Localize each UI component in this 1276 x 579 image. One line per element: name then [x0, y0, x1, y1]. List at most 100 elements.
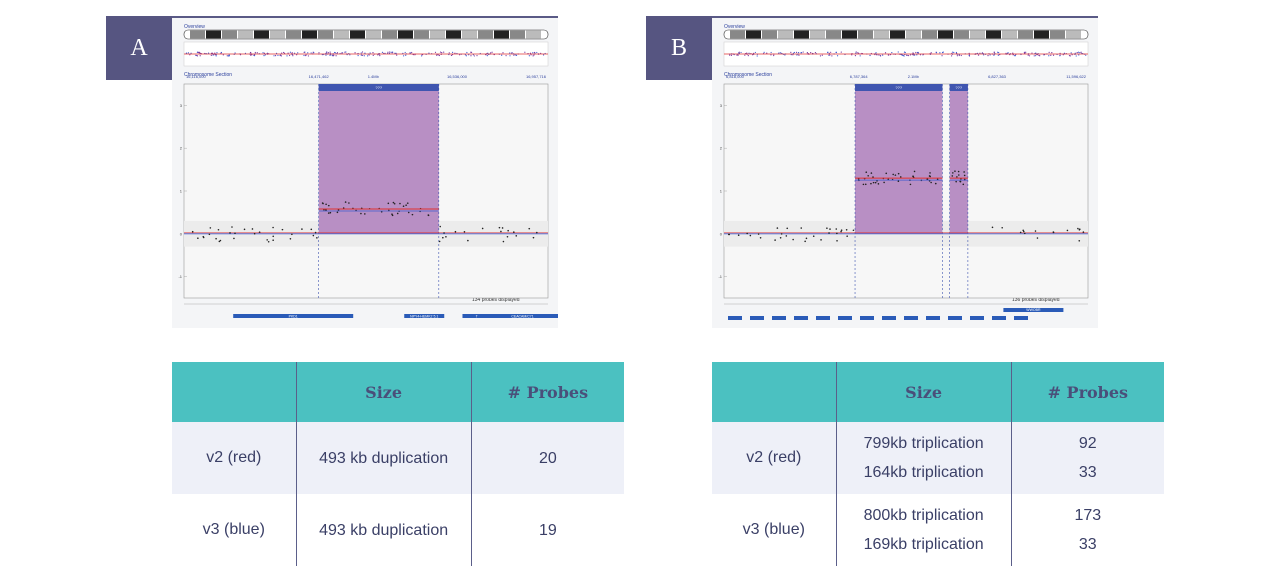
probe-point: [1052, 231, 1055, 234]
probe-point: [862, 183, 865, 186]
probe-point: [909, 183, 912, 186]
gene-bar: [477, 314, 558, 318]
overview-point: [915, 51, 917, 54]
overview-point: [814, 52, 817, 54]
overview-point: [736, 54, 738, 56]
chromosome-band: [826, 30, 841, 39]
probe-point: [867, 175, 869, 177]
gene-bar: [233, 314, 354, 318]
chromosome-band: [810, 30, 825, 39]
overview-point: [796, 54, 798, 56]
overview-point: [239, 54, 242, 56]
chromosome-band: [922, 30, 937, 39]
probe-point: [312, 234, 315, 237]
results-table-b: Size # Probes v2 (red) 799kb triplicatio…: [712, 362, 1164, 566]
overview-point: [827, 51, 829, 53]
probe-point: [380, 211, 383, 213]
overview-point: [746, 52, 748, 54]
overview-point: [795, 51, 798, 53]
overview-point: [903, 55, 905, 57]
probe-point: [342, 207, 345, 209]
probes-cell: 173 33: [1010, 494, 1164, 566]
region-header-label: ???: [955, 85, 962, 90]
row-label: v2 (red): [712, 422, 837, 494]
chromosome-band: [1018, 30, 1033, 39]
y-tick-label: 3: [180, 103, 183, 108]
probe-point: [231, 226, 233, 228]
overview-point: [196, 51, 199, 53]
probe-point: [502, 240, 505, 243]
overview-point: [402, 55, 405, 57]
overview-point: [501, 54, 503, 56]
probe-point: [396, 212, 399, 215]
overview-point: [1070, 52, 1072, 54]
probe-point: [897, 172, 900, 175]
panel-a-screenshot: Overview Chromosome Section 134 probes d…: [172, 16, 558, 328]
overview-point: [428, 52, 430, 54]
table-row: v2 (red) 493 kb duplication 20: [172, 422, 624, 494]
overview-point: [792, 54, 794, 56]
overview-point: [251, 54, 253, 56]
overview-point: [367, 55, 369, 57]
probe-point: [727, 233, 730, 236]
probe-point: [438, 240, 441, 243]
overview-point: [792, 52, 795, 54]
probes-value: 20: [538, 449, 557, 467]
overview-point: [1080, 51, 1082, 53]
probes-value: 92: [1078, 435, 1097, 452]
overview-point: [1027, 54, 1029, 56]
overview-point: [443, 51, 445, 53]
probe-point: [528, 227, 531, 230]
overview-point: [835, 51, 837, 54]
gene-bar: [838, 316, 852, 320]
gene-bar: [992, 316, 1006, 320]
overview-point: [307, 55, 310, 57]
overview-point: [448, 52, 450, 54]
overview-point: [1035, 55, 1037, 57]
overview-point: [1074, 52, 1076, 54]
probe-point: [828, 232, 830, 234]
position-label: 16,471,462: [309, 74, 330, 79]
chromosome-band: [906, 30, 921, 39]
overview-point: [840, 51, 842, 53]
probes-cell: 92 33: [1010, 422, 1164, 494]
probe-point: [301, 228, 303, 230]
overview-point: [941, 55, 943, 57]
panel-a: A Overview Chromosome Section 134 probes…: [106, 16, 558, 328]
chromosome-band: [510, 30, 525, 39]
probe-point: [515, 235, 518, 237]
probe-point: [445, 235, 447, 238]
probe-point: [956, 176, 958, 178]
probes-value: 19: [538, 521, 557, 539]
overview-point: [502, 52, 504, 54]
overview-point: [997, 51, 999, 53]
overview-point: [737, 54, 739, 56]
chromosome-band: [494, 30, 509, 39]
overview-point: [530, 54, 532, 56]
gene-bar: [904, 316, 918, 320]
gene-bar: [1003, 308, 1064, 312]
gene-bar: [860, 316, 874, 320]
probe-point: [840, 229, 843, 231]
chromosome-band: [398, 30, 413, 39]
size-cell: 493 kb duplication: [295, 494, 472, 566]
probe-point: [835, 228, 838, 230]
chromosome-band: [382, 30, 397, 39]
overview-point: [987, 55, 989, 57]
probes-note: 136 probes displayed: [1012, 297, 1060, 303]
overview-point: [1028, 55, 1031, 57]
overview-point: [951, 55, 953, 57]
overview-point: [333, 54, 335, 56]
chromosome-band: [1002, 30, 1017, 39]
overview-point: [509, 52, 511, 54]
probe-point: [316, 237, 318, 239]
probes-cell: 20: [470, 422, 624, 494]
overview-point: [1007, 52, 1009, 54]
overview-point: [754, 51, 756, 54]
table-header: [712, 362, 837, 422]
overview-point: [379, 55, 381, 57]
probe-point: [954, 170, 956, 172]
probe-point: [1023, 232, 1026, 235]
overview-point: [341, 52, 343, 54]
overview-point: [509, 55, 511, 57]
